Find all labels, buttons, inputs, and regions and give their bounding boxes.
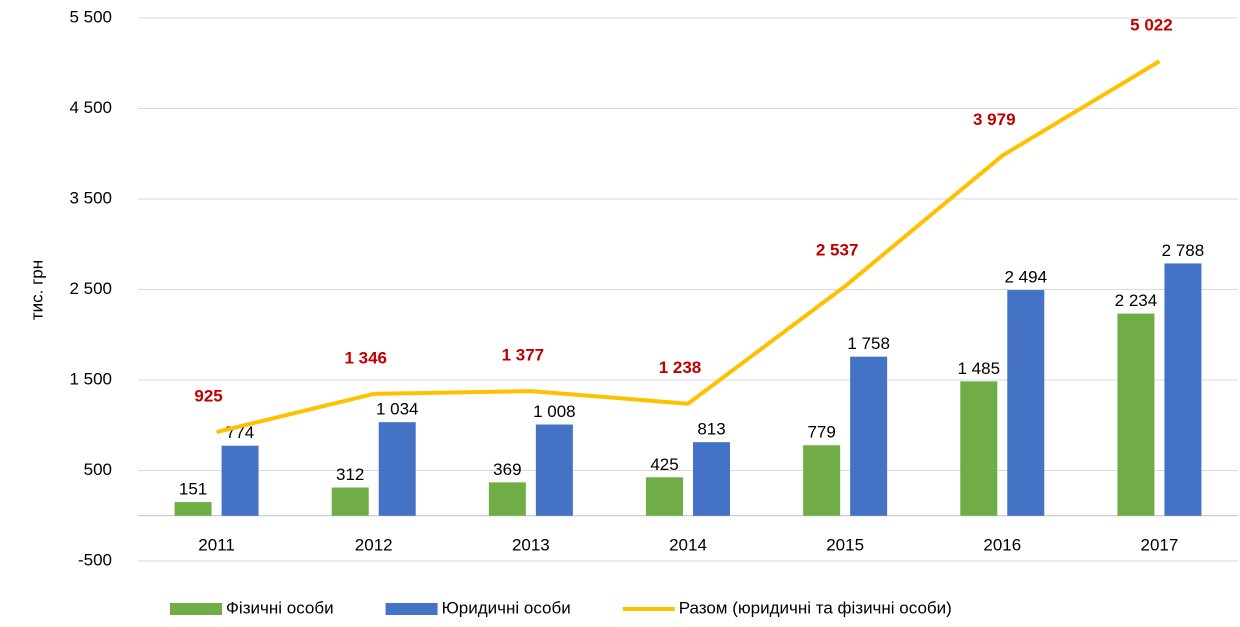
bar [646,477,683,516]
data-label: 2 788 [1162,241,1205,260]
data-label: 312 [336,465,364,484]
y-tick-label: 2 500 [69,279,112,298]
bar [221,445,259,516]
y-tick-label: -500 [78,550,112,569]
bar [803,445,841,516]
y-tick-label: 500 [84,460,112,479]
line-data-label: 1 346 [344,348,387,367]
data-label: 1 008 [533,402,576,421]
bar [174,502,212,516]
data-label: 369 [493,460,521,479]
data-label: 1 485 [958,359,1001,378]
bar [1164,263,1202,516]
line-data-label: 5 022 [1130,16,1173,35]
line-data-label: 925 [194,387,222,406]
bar [960,381,998,516]
y-tick-label: 4 500 [69,98,112,117]
legend-swatch [170,603,222,615]
data-label: 813 [697,420,725,439]
line [216,59,1161,434]
bar [378,422,416,516]
data-label: 2 494 [1005,268,1048,287]
y-tick-label: 3 500 [69,188,112,207]
x-tick-label: 2012 [355,535,393,554]
x-tick-label: 2014 [669,535,707,554]
data-label: 425 [650,455,678,474]
bar [331,487,369,516]
line-data-label: 1 377 [502,346,545,365]
bar [850,356,888,516]
bar [1007,290,1045,516]
x-tick-label: 2017 [1141,535,1179,554]
y-axis-title: тис. грн [27,260,46,320]
bar [535,424,573,516]
data-label: 151 [179,480,207,499]
x-tick-label: 2015 [826,535,864,554]
data-label: 2 234 [1115,291,1158,310]
y-tick-label: 5 500 [69,7,112,26]
bar [488,482,526,516]
bar [1117,313,1155,516]
legend-label: Юридичні особи [442,598,571,617]
legend-label: Фізичні особи [226,598,334,617]
line-data-label: 2 537 [816,241,859,260]
legend-swatch [385,603,438,615]
data-label: 1 034 [376,400,419,419]
y-tick-label: 1 500 [69,369,112,388]
line-data-label: 1 238 [659,358,702,377]
data-label: 779 [807,423,835,442]
legend-label: Разом (юридичні та фізичні особи) [679,598,952,617]
bar [693,442,730,516]
line-data-label: 3 979 [973,110,1016,129]
x-tick-label: 2013 [512,535,550,554]
x-tick-label: 2011 [198,535,235,554]
x-tick-label: 2016 [983,535,1021,554]
data-label: 1 758 [847,334,890,353]
